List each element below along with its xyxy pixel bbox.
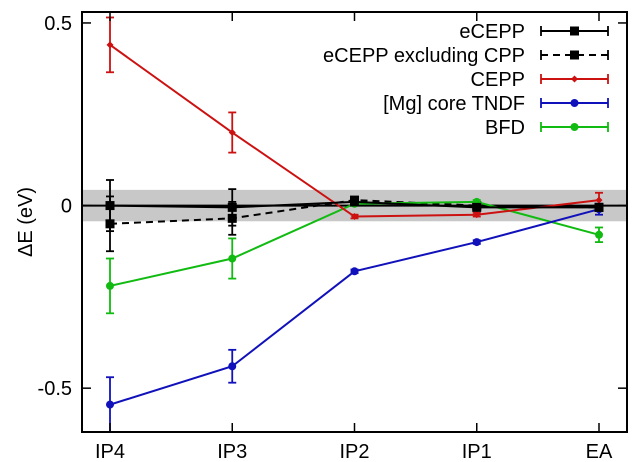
x-tick-label: IP2 [339, 441, 369, 462]
legend-label: BFD [485, 117, 525, 139]
data-point [228, 129, 236, 137]
series-line [109, 208, 600, 406]
x-tick-label: IP1 [462, 441, 492, 462]
legend-item: [Mg] core TNDF [383, 93, 609, 115]
data-point [594, 202, 604, 212]
data-point [570, 26, 579, 36]
data-point [106, 400, 114, 409]
legend-item: BFD [485, 117, 609, 139]
data-point [105, 201, 115, 211]
legend-item: CEPP [471, 69, 609, 91]
y-axis-title: ΔE (eV) [15, 187, 37, 257]
data-point [472, 202, 482, 212]
data-point [106, 281, 114, 290]
data-point [570, 123, 579, 131]
data-point [350, 197, 359, 207]
y-tick-label: -0.5 [38, 378, 72, 400]
legend-label: eCEPP [459, 21, 525, 43]
legend-item: eCEPP [459, 21, 609, 43]
data-point [595, 196, 603, 204]
data-point [228, 362, 237, 371]
x-tick-label: IP4 [95, 441, 125, 462]
data-point [570, 99, 579, 107]
legend-label: eCEPP excluding CPP [323, 45, 525, 67]
y-tick-label: 0.5 [44, 13, 72, 35]
series-ecepp [105, 179, 604, 233]
data-point [472, 238, 481, 247]
data-point [228, 254, 237, 263]
data-point [570, 50, 579, 60]
y-tick-label: 0 [61, 196, 72, 218]
legend-item: eCEPP excluding CPP [323, 45, 609, 67]
series-mg-core-tndf [106, 202, 603, 433]
data-point [106, 41, 114, 49]
x-tick-label: IP3 [217, 441, 247, 462]
x-tick-label: EA [586, 441, 613, 462]
series-cepp [106, 16, 603, 221]
axes-layer: 0.5 0 -0.5 IP4 IP3 IP2 IP1 EA [38, 12, 627, 462]
data-point [571, 75, 578, 83]
legend-label: [Mg] core TNDF [383, 93, 525, 115]
series-layer [105, 16, 604, 433]
data-point [473, 211, 481, 219]
data-point [350, 267, 359, 276]
data-point [351, 213, 358, 221]
legend-label: CEPP [471, 69, 525, 91]
data-point [227, 202, 237, 212]
data-point [595, 230, 603, 239]
